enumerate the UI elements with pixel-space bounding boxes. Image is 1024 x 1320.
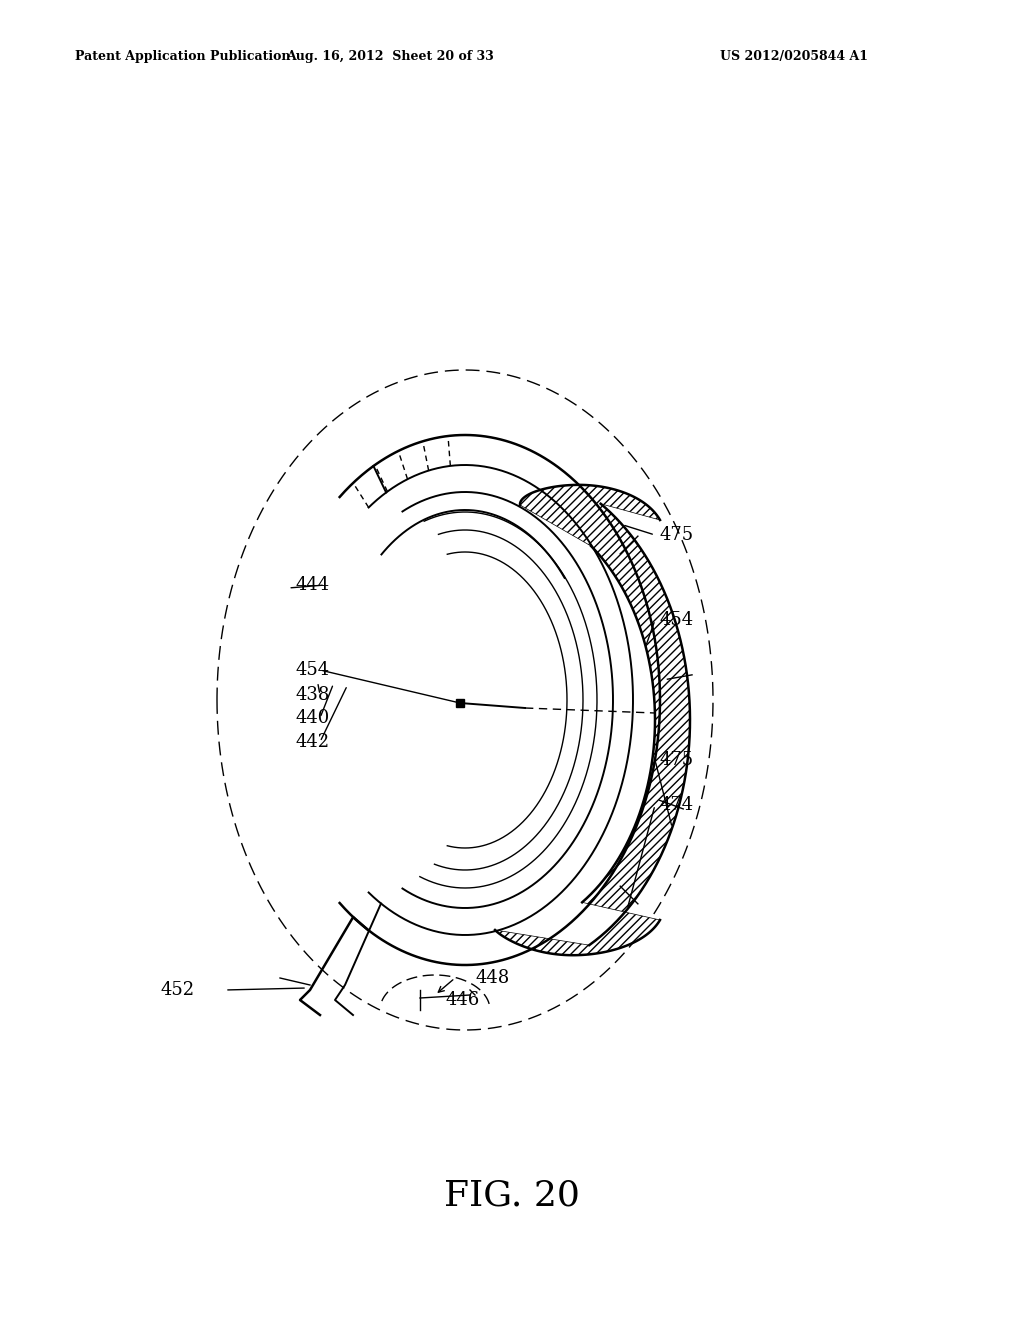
Text: 475: 475: [660, 525, 694, 544]
Text: 475: 475: [660, 751, 694, 770]
Text: 442: 442: [295, 733, 329, 751]
Polygon shape: [495, 484, 690, 956]
Text: US 2012/0205844 A1: US 2012/0205844 A1: [720, 50, 868, 63]
Text: 474: 474: [660, 796, 694, 814]
Text: 446: 446: [445, 991, 479, 1008]
Text: Patent Application Publication: Patent Application Publication: [75, 50, 291, 63]
Text: 440: 440: [295, 709, 330, 727]
Text: 448: 448: [475, 969, 509, 987]
Text: 454: 454: [295, 661, 329, 678]
Text: 454: 454: [660, 611, 694, 630]
Text: FIG. 20: FIG. 20: [444, 1177, 580, 1212]
Text: 444: 444: [295, 576, 329, 594]
Text: 452: 452: [161, 981, 195, 999]
Text: 438: 438: [295, 686, 330, 704]
Text: Aug. 16, 2012  Sheet 20 of 33: Aug. 16, 2012 Sheet 20 of 33: [286, 50, 494, 63]
